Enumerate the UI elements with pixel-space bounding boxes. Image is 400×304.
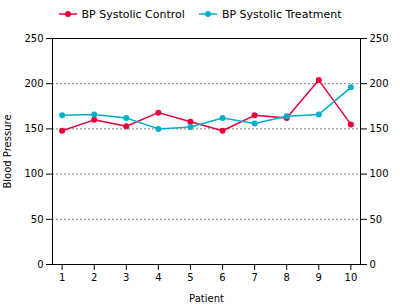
svg-text:200: 200	[24, 78, 43, 89]
svg-text:Blood Pressure: Blood Pressure	[2, 114, 13, 188]
svg-text:100: 100	[370, 168, 389, 179]
svg-text:0: 0	[37, 259, 43, 270]
svg-text:9: 9	[316, 272, 322, 283]
svg-text:150: 150	[24, 123, 43, 134]
svg-text:6: 6	[219, 272, 225, 283]
svg-text:3: 3	[123, 272, 129, 283]
svg-text:10: 10	[345, 272, 358, 283]
html-text:BP Systolic Control: BP Systolic Control	[81, 7, 185, 21]
svg-text:150: 150	[370, 123, 389, 134]
svg-text:100: 100	[24, 168, 43, 179]
svg-text:7: 7	[251, 272, 257, 283]
svg-text:4: 4	[155, 272, 161, 283]
svg-text:2: 2	[91, 272, 97, 283]
svg-text:50: 50	[370, 214, 383, 225]
svg-text:0: 0	[370, 259, 376, 270]
html-text:BP Systolic Treatment: BP Systolic Treatment	[221, 7, 342, 21]
svg-text:50: 50	[31, 214, 44, 225]
svg-text:8: 8	[284, 272, 290, 283]
svg-text:5: 5	[187, 272, 193, 283]
svg-text:200: 200	[370, 78, 389, 89]
svg-text:250: 250	[370, 33, 389, 44]
svg-text:Patient: Patient	[189, 293, 224, 304]
svg-text:1: 1	[59, 272, 65, 283]
svg-text:250: 250	[24, 33, 43, 44]
